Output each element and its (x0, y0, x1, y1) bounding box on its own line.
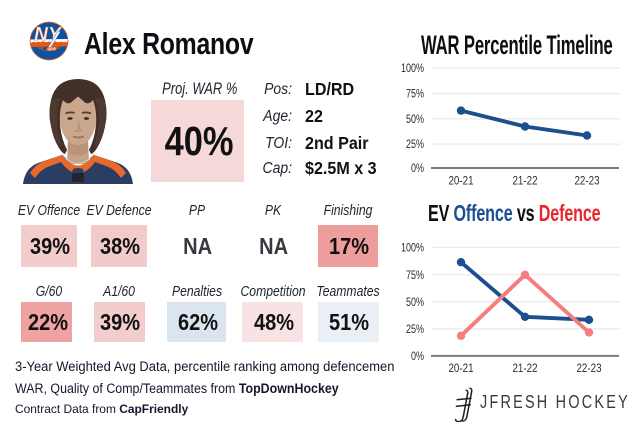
svg-text:75%: 75% (406, 87, 424, 101)
svg-text:20-21: 20-21 (449, 361, 474, 375)
svg-text:22-23: 22-23 (577, 361, 602, 375)
svg-text:25%: 25% (406, 137, 424, 151)
svg-text:21-22: 21-22 (513, 361, 538, 375)
svg-text:22-23: 22-23 (575, 174, 600, 188)
svg-text:21-22: 21-22 (513, 174, 538, 188)
svg-text:0%: 0% (411, 349, 424, 363)
svg-text:50%: 50% (406, 112, 424, 126)
svg-text:75%: 75% (406, 268, 424, 282)
svg-text:100%: 100% (401, 61, 424, 75)
svg-text:N: N (34, 25, 49, 46)
svg-text:20-21: 20-21 (449, 174, 474, 188)
svg-text:50%: 50% (406, 295, 424, 309)
svg-text:25%: 25% (406, 322, 424, 336)
svg-text:100%: 100% (401, 241, 424, 255)
svg-text:0%: 0% (411, 161, 424, 175)
